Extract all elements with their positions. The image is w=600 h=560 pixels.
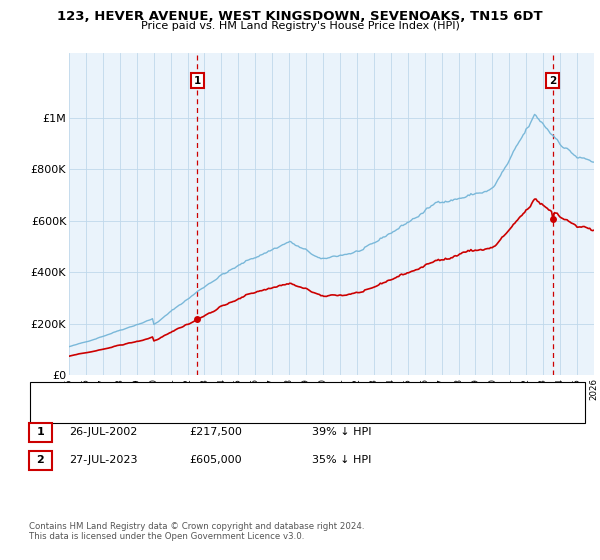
Text: 2: 2 [549, 76, 556, 86]
Text: 35% ↓ HPI: 35% ↓ HPI [312, 455, 371, 465]
Text: 1: 1 [37, 427, 44, 437]
Text: Contains HM Land Registry data © Crown copyright and database right 2024.
This d: Contains HM Land Registry data © Crown c… [29, 522, 364, 542]
Text: Price paid vs. HM Land Registry's House Price Index (HPI): Price paid vs. HM Land Registry's House … [140, 21, 460, 31]
Text: 26-JUL-2002: 26-JUL-2002 [69, 427, 137, 437]
Text: £605,000: £605,000 [189, 455, 242, 465]
Text: 1: 1 [194, 76, 201, 86]
Text: 123, HEVER AVENUE, WEST KINGSDOWN, SEVENOAKS, TN15 6DT (detached house): 123, HEVER AVENUE, WEST KINGSDOWN, SEVEN… [75, 389, 471, 398]
Text: 2: 2 [37, 455, 44, 465]
Text: 39% ↓ HPI: 39% ↓ HPI [312, 427, 371, 437]
Text: HPI: Average price, detached house, Sevenoaks: HPI: Average price, detached house, Seve… [75, 408, 302, 417]
Text: 123, HEVER AVENUE, WEST KINGSDOWN, SEVENOAKS, TN15 6DT: 123, HEVER AVENUE, WEST KINGSDOWN, SEVEN… [57, 10, 543, 23]
Text: £217,500: £217,500 [189, 427, 242, 437]
Text: 27-JUL-2023: 27-JUL-2023 [69, 455, 137, 465]
